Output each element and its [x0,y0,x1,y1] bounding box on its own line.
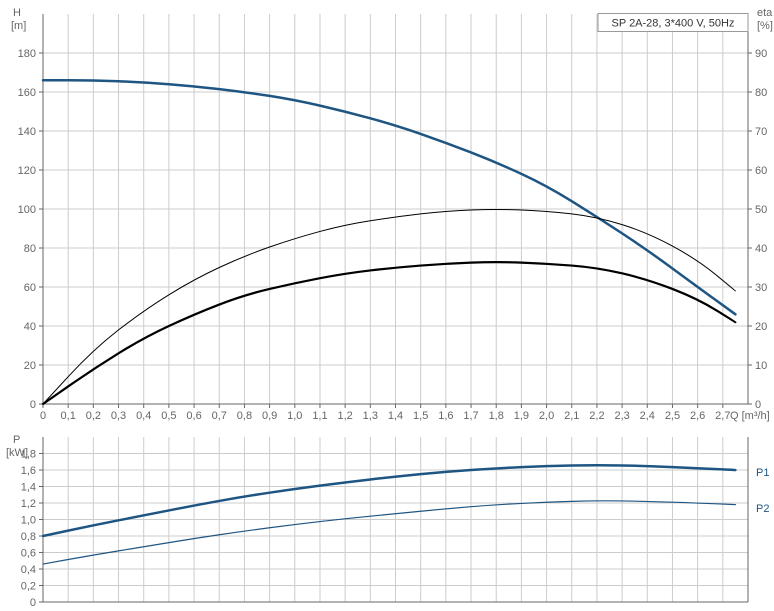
x-tick: 1,9 [514,410,529,422]
y-right-tick: 30 [755,282,767,294]
x-tick: 1,6 [438,410,453,422]
y-tick-lower: 0,2 [21,581,36,593]
x-tick: 1,2 [337,410,352,422]
y-right-tick: 60 [755,165,767,177]
series-H_curve [43,80,735,314]
x-tick: 0 [40,410,46,422]
x-tick: 2,1 [564,410,579,422]
y-left-tick: 60 [24,282,36,294]
series-label-P2: P2 [756,503,769,515]
x-tick: 2,6 [690,410,705,422]
x-tick: 1,0 [287,410,302,422]
x-tick: 2,4 [640,410,655,422]
x-tick: 1,1 [312,410,327,422]
series-P2 [43,501,735,564]
series-eta_thick [43,262,735,404]
x-tick: 2,0 [539,410,554,422]
y-left-label-lower-1: P [13,434,20,446]
x-tick: 0,5 [161,410,176,422]
y-tick-lower: 0,6 [21,548,36,560]
x-tick: 1,7 [463,410,478,422]
pump-chart-container: { "title": "SP 2A-28, 3*400 V, 50Hz", "b… [0,0,774,611]
y-left-tick: 80 [24,243,36,255]
x-tick: 1,5 [413,410,428,422]
y-left-tick: 180 [18,48,36,60]
x-tick: 2,7 [715,410,730,422]
x-tick: 0,9 [262,410,277,422]
y-left-tick: 160 [18,87,36,99]
x-tick: 0,8 [237,410,252,422]
x-tick: 0,6 [186,410,201,422]
y-tick-lower: 0 [30,597,36,609]
y-right-tick: 90 [755,48,767,60]
x-tick: 1,8 [489,410,504,422]
y-tick-lower: 1,6 [21,465,36,477]
x-tick: 0,1 [61,410,76,422]
x-tick: 0,7 [212,410,227,422]
x-tick: 0,4 [136,410,151,422]
pump-curve-chart: 0 20 40 60 80 100 120 140 160 180 0 10 20 30 40 50 60 70 8… [0,0,774,611]
series-label-P1: P1 [756,467,769,479]
y-left-tick: 40 [24,321,36,333]
y-tick-lower: 1,0 [21,515,36,527]
x-tick: 0,2 [86,410,101,422]
y-left-tick: 120 [18,165,36,177]
x-tick: 1,3 [363,410,378,422]
y-left-label-2: [m] [11,20,26,32]
y-tick-lower: 0,4 [21,564,36,576]
x-tick: 2,3 [614,410,629,422]
y-tick-lower: 0,8 [21,531,36,543]
y-left-label-lower-2: [kW] [6,447,28,459]
y-left-tick: 0 [30,399,36,411]
x-tick: 0,3 [111,410,126,422]
y-right-label-2: [%] [757,20,773,32]
y-right-tick: 40 [755,243,767,255]
x-tick: 1,4 [388,410,403,422]
y-left-tick: 100 [18,204,36,216]
y-right-tick: 20 [755,321,767,333]
y-left-tick: 20 [24,360,36,372]
y-left-tick: 140 [18,126,36,138]
y-right-tick: 10 [755,360,767,372]
y-tick-lower: 1,2 [21,498,36,510]
y-right-label-1: eta [757,7,773,19]
x-tick: 2,5 [665,410,680,422]
y-right-tick: 80 [755,87,767,99]
chart-title: SP 2A-28, 3*400 V, 50Hz [612,18,735,30]
y-right-tick: 50 [755,204,767,216]
y-tick-lower: 1,4 [21,482,36,494]
y-left-label-1: H [13,7,21,19]
x-tick: 2,2 [589,410,604,422]
y-right-tick: 70 [755,126,767,138]
x-label: Q [m³/h] [730,410,770,422]
